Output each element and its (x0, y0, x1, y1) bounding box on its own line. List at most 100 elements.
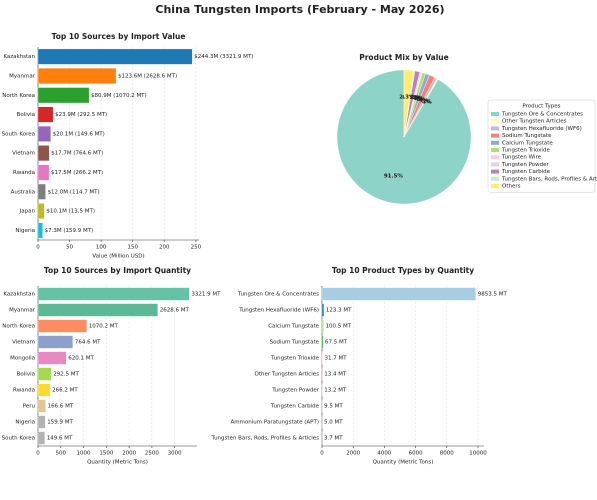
slice-label: 2.3% (399, 94, 415, 100)
value-label: 67.5 MT (325, 340, 348, 346)
value-label: 9.5 MT (324, 404, 343, 410)
y-tick-label: Nigeria (15, 420, 35, 426)
y-tick-label: Australia (11, 189, 35, 195)
x-tick-label: 500 (56, 451, 67, 457)
value-label: $12.0M (114.7 MT) (48, 189, 100, 195)
chart-title: Top 10 Product Types by Quantity (332, 266, 474, 275)
x-tick-label: 3000 (168, 451, 182, 457)
slice-label: 1.2% (404, 95, 420, 101)
value-label: 9853.5 MT (478, 292, 508, 298)
x-tick-label: 0 (36, 245, 40, 251)
bar (37, 383, 51, 397)
bar (37, 319, 87, 333)
y-tick-label: Kazakhstan (3, 292, 35, 298)
y-tick-label: Bolivia (17, 112, 35, 118)
y-tick-label: Sodium Tungstate (270, 340, 320, 346)
bar (37, 164, 50, 181)
x-tick-label: 2500 (145, 451, 159, 457)
value-label: $123.6M (2628.6 MT) (118, 73, 177, 79)
value-label: 13.2 MT (324, 388, 347, 394)
legend-title: Product Types (522, 104, 560, 110)
legend-label: Sodium Tungstate (502, 133, 552, 139)
y-tick-label: North Korea (2, 93, 35, 99)
x-axis-label: Quantity (Metric Tons) (87, 460, 148, 466)
slice-label: 0.4% (406, 96, 422, 102)
legend-swatch (491, 148, 499, 152)
slice-label: 0.6% (416, 99, 432, 105)
legend-label: Other Tungsten Articles (502, 119, 567, 125)
slice-label: 1.4% (413, 98, 429, 104)
legend-label: Tungsten Ore & Concentrates (501, 112, 583, 118)
legend-swatch (491, 119, 499, 124)
slice-label: 91.5% (384, 173, 404, 179)
slice-label: 1.0% (410, 97, 426, 103)
value-label: 123.3 MT (326, 308, 352, 314)
legend-swatch (491, 155, 499, 160)
bar (37, 351, 67, 365)
y-tick-label: South Korea (2, 436, 35, 442)
slice-label: 0.3% (403, 95, 419, 101)
chart-title: Product Mix by Value (359, 53, 449, 62)
y-tick-label: Nigeria (15, 228, 35, 234)
legend-swatch (491, 162, 499, 167)
value-label: 292.5 MT (53, 372, 79, 378)
legend-label: Tungsten Hexafluoride (WF6) (501, 126, 582, 132)
x-tick-label: 100 (96, 245, 107, 251)
legend-swatch (491, 133, 499, 138)
value-label: $80.9M (1070.2 MT) (91, 93, 147, 99)
y-tick-label: Tungsten Carbide (270, 404, 320, 410)
value-label: 100.5 MT (326, 324, 352, 330)
y-tick-label: Tungsten Bars, Rods, Profiles & Articles (211, 436, 320, 442)
bar (321, 319, 324, 333)
value-label: $20.1M (149.6 MT) (53, 131, 105, 137)
value-label: $7.3M (159.9 MT) (45, 228, 94, 234)
bar (321, 303, 325, 317)
y-tick-label: Myanmar (9, 73, 36, 79)
value-label: $23.9M (292.5 MT) (55, 112, 107, 118)
value-label: $10.1M (13.5 MT) (46, 209, 95, 215)
value-label: 3.7 MT (324, 436, 343, 442)
legend-swatch (491, 184, 499, 188)
y-tick-label: Tungsten Trioxide (270, 356, 319, 362)
figure-title: China Tungsten Imports (February - May 2… (155, 3, 444, 16)
x-tick-label: 0 (36, 451, 40, 457)
bar (37, 415, 46, 429)
bar (37, 68, 117, 84)
x-tick-label: 150 (127, 245, 138, 251)
value-label: 166.6 MT (48, 404, 74, 410)
value-label: $17.5M (266.2 MT) (51, 170, 103, 176)
x-tick-label: 1500 (99, 451, 113, 457)
x-tick-label: 250 (191, 245, 202, 251)
pie-slice (403, 69, 414, 138)
bar (321, 335, 324, 349)
x-tick-label: 2000 (122, 451, 136, 457)
legend-swatch (491, 112, 499, 116)
x-tick-label: 4000 (377, 451, 391, 457)
y-tick-label: Calcium Tungstate (268, 324, 319, 330)
bar (37, 431, 45, 445)
x-tick-label: 2000 (346, 451, 360, 457)
legend-label: Tungsten Wire (501, 155, 542, 161)
x-tick-label: 10000 (469, 451, 487, 457)
x-tick-label: 1000 (77, 451, 91, 457)
legend-label: Tungsten Bars, Rods, Profiles & Articles (501, 176, 597, 182)
y-tick-label: Myanmar (9, 308, 36, 314)
value-label: 620.1 MT (68, 356, 94, 362)
legend-label: Tungsten Carbide (501, 169, 551, 175)
value-label: $244.3M (3321.9 MT) (194, 54, 253, 60)
slice-label: 0.2% (407, 96, 423, 102)
bar (321, 287, 476, 301)
y-tick-label: Tungsten Ore & Concentrates (237, 292, 319, 298)
x-tick-label: 200 (159, 245, 170, 251)
y-tick-label: Vietnam (12, 340, 35, 346)
bar (37, 183, 46, 200)
bar (37, 335, 73, 349)
x-axis-label: Value (Million USD) (92, 254, 144, 260)
value-label: 5.0 MT (324, 420, 343, 426)
y-tick-label: Japan (19, 209, 36, 215)
value-label: 1070.2 MT (89, 324, 119, 330)
x-tick-label: 0 (320, 451, 324, 457)
value-label: 764.6 MT (75, 340, 101, 346)
